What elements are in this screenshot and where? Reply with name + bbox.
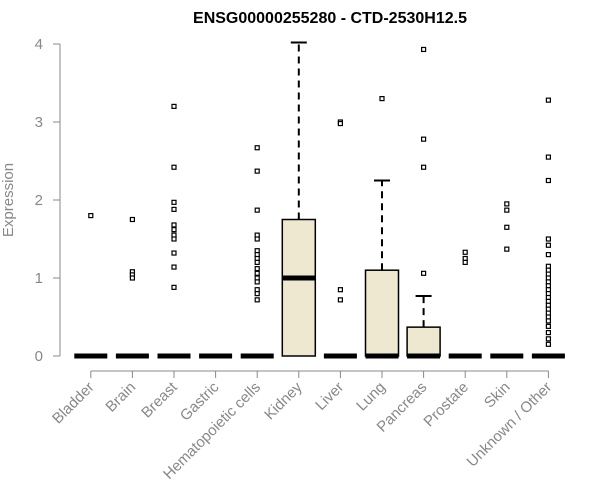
- outlier-point: [379, 95, 385, 102]
- outlier-point: [171, 103, 177, 110]
- outlier-point: [545, 336, 552, 342]
- box-pancreas: [406, 46, 441, 359]
- outlier-point: [171, 236, 177, 242]
- outlier-point: [254, 145, 260, 151]
- outlier-point: [171, 250, 177, 256]
- outlier-point: [254, 236, 260, 242]
- box-prostate: [448, 249, 482, 359]
- outlier-point: [545, 177, 552, 184]
- outlier-point: [129, 216, 135, 223]
- box-rect: [281, 218, 317, 357]
- x-tick-label: Breast: [138, 378, 181, 421]
- outlier-point: [171, 222, 177, 228]
- outlier-point: [421, 46, 427, 53]
- outlier-point: [171, 164, 177, 170]
- boxes: [74, 41, 565, 359]
- outlier-point: [545, 252, 552, 258]
- outlier-point: [337, 120, 343, 127]
- outlier-point: [545, 318, 552, 324]
- outlier-point: [254, 279, 260, 285]
- box-hematopoietic-cells: [240, 145, 274, 359]
- outlier-point: [504, 246, 510, 252]
- outlier-point: [129, 275, 135, 281]
- box-lung: [364, 95, 400, 359]
- outlier-point: [504, 207, 510, 213]
- outlier-point: [545, 154, 552, 160]
- outlier-point: [421, 164, 427, 170]
- outlier-point: [254, 291, 260, 297]
- box-bladder: [74, 213, 108, 359]
- outlier-point: [337, 287, 343, 293]
- outlier-point: [545, 236, 552, 242]
- outlier-point: [545, 97, 552, 103]
- box-rect: [364, 269, 400, 357]
- outlier-point: [171, 206, 177, 212]
- x-tick-label: Lung: [353, 379, 389, 415]
- box-kidney: [281, 41, 317, 357]
- outlier-point: [254, 270, 260, 276]
- y-tick-label: 2: [35, 192, 43, 209]
- outlier-point: [171, 199, 177, 205]
- outlier-point: [421, 270, 427, 276]
- x-tick-label: Prostate: [420, 379, 472, 431]
- outlier-point: [504, 224, 510, 230]
- box-unknown-other: [531, 97, 565, 359]
- box-skin: [490, 201, 524, 359]
- outlier-point: [254, 266, 260, 272]
- x-tick-label: Kidney: [261, 378, 306, 423]
- x-tick-label: Bladder: [49, 379, 98, 428]
- outlier-point: [504, 201, 510, 207]
- outlier-point: [254, 207, 260, 213]
- outlier-point: [254, 297, 260, 303]
- chart-title: ENSG00000255280 - CTD-2530H12.5: [193, 10, 467, 27]
- outlier-point: [171, 227, 177, 233]
- y-tick-label: 3: [35, 114, 43, 131]
- outlier-point: [421, 136, 427, 142]
- outlier-point: [171, 264, 177, 270]
- outlier-point: [462, 259, 468, 265]
- outlier-point: [254, 168, 260, 174]
- box-liver: [323, 119, 357, 359]
- y-axis: 0 1 2 3 4: [35, 36, 61, 365]
- y-axis-label: Expression: [0, 163, 17, 237]
- outlier-point: [171, 284, 177, 290]
- outlier-point: [462, 249, 468, 255]
- box-rect: [406, 326, 441, 357]
- outlier-point: [545, 330, 552, 336]
- box-breast: [157, 103, 191, 359]
- outlier-point: [88, 213, 94, 219]
- x-tick-label: Skin: [481, 379, 514, 412]
- x-tick-label: Brain: [102, 379, 139, 416]
- outlier-point: [545, 341, 552, 347]
- x-tick-label: Liver: [312, 379, 347, 414]
- outlier-point: [545, 242, 552, 248]
- y-tick-label: 0: [35, 348, 43, 365]
- y-tick-label: 1: [35, 270, 43, 287]
- outlier-point: [545, 323, 552, 329]
- y-tick-label: 4: [35, 36, 43, 53]
- outlier-point: [254, 259, 260, 265]
- outlier-point: [337, 297, 343, 303]
- box-brain: [115, 216, 149, 359]
